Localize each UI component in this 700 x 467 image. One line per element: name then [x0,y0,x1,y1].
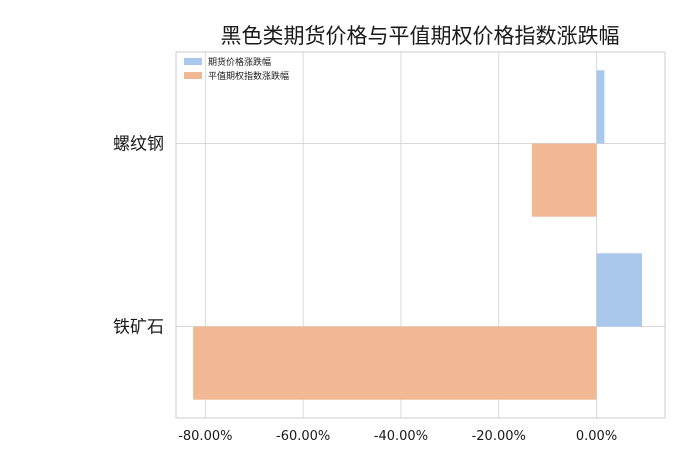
legend-swatch [184,58,202,65]
bars [193,70,643,400]
plot-frame [175,51,666,419]
bar [531,143,597,217]
bar [193,326,597,400]
x-tick-label: -60.00% [276,429,330,444]
category-label: 铁矿石 [113,318,164,338]
legend-swatch [184,72,202,79]
legend-label: 期货价格涨跌幅 [208,56,271,68]
chart-title: 黑色类期货价格与平值期权价格指数涨跌幅 [221,24,620,48]
x-tick-label: 0.00% [576,429,617,444]
category-label: 螺纹钢 [113,135,164,155]
value-axis: -80.00% -60.00% -40.00% -20.00% 0.00% [178,429,617,444]
x-tick-label: -40.00% [374,429,428,444]
x-tick-label: -80.00% [178,429,232,444]
bar [596,70,605,144]
x-tick-label: -20.00% [472,429,526,444]
bar [596,253,643,327]
legend-label: 平值期权指数涨跌幅 [208,70,289,82]
